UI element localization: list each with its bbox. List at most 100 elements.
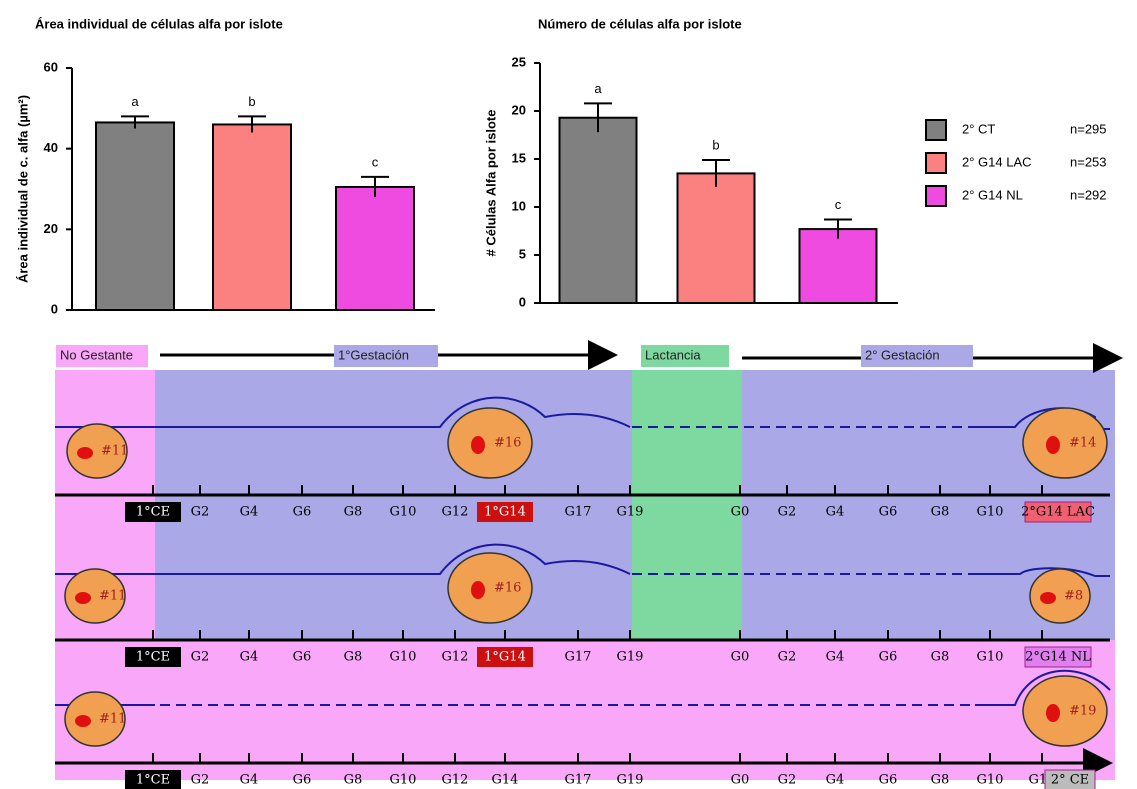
y-axis-label: # Células Alfa por islote: [483, 110, 498, 257]
y-tick-label: 0: [51, 301, 58, 316]
tick-label: G2: [778, 650, 797, 665]
significance-letter: c: [372, 154, 379, 169]
y-tick-label: 5: [519, 246, 526, 261]
tick-label: G4: [826, 650, 845, 665]
tick-label: G12: [442, 505, 469, 520]
y-axis-label: Área individual de c. alfa (µm²): [15, 95, 30, 283]
phase-label: 2° Gestación: [865, 347, 940, 362]
bar: [560, 118, 637, 303]
tick-label: G10: [390, 650, 417, 665]
tick-label: G17: [565, 505, 592, 520]
tick-label: G8: [344, 505, 363, 520]
alpha-cell: [471, 581, 485, 599]
tick-label: G2: [778, 505, 797, 520]
significance-letter: a: [131, 94, 139, 109]
tick-label: G8: [344, 650, 363, 665]
significance-letter: b: [712, 137, 719, 152]
legend-swatch: [926, 153, 946, 173]
islet-label: #11: [99, 589, 126, 604]
alpha-cell: [1046, 704, 1060, 722]
bar: [96, 122, 174, 310]
alpha-cell: [77, 447, 93, 459]
diagram-background: [55, 355, 1120, 780]
tick-label: G2: [191, 650, 210, 665]
tick-label: G12: [442, 650, 469, 665]
alpha-cell: [1046, 436, 1060, 454]
islet-label: #16: [494, 436, 521, 451]
y-tick-label: 25: [512, 54, 526, 69]
phase-label: 1°Gestación: [338, 347, 409, 362]
alpha-cell: [75, 592, 91, 604]
tick-label: G2: [191, 505, 210, 520]
islet-label: #14: [1069, 436, 1096, 451]
bar: [213, 124, 291, 310]
tick-label: G8: [931, 650, 950, 665]
bar: [678, 173, 755, 303]
legend-n: n=292: [1070, 187, 1107, 202]
alpha-cell: [1040, 592, 1056, 604]
legend-n: n=295: [1070, 121, 1107, 136]
significance-letter: b: [248, 94, 255, 109]
tick-label: G8: [344, 773, 363, 788]
legend-label: 2° G14 LAC: [962, 154, 1032, 169]
bar: [800, 229, 877, 303]
tick-label: G4: [240, 773, 259, 788]
bar: [336, 187, 414, 310]
tick-label: G19: [617, 773, 644, 788]
tick-label: 1°CE: [136, 773, 170, 788]
tick-label: G14: [492, 773, 519, 788]
tick-label: G4: [826, 505, 845, 520]
tick-label: G6: [293, 650, 312, 665]
y-tick-label: 40: [44, 140, 58, 155]
tick-label: G10: [977, 650, 1004, 665]
tick-label: G0: [731, 650, 750, 665]
y-tick-label: 20: [512, 102, 526, 117]
y-tick-label: 10: [512, 198, 526, 213]
islet-label: #11: [99, 712, 126, 727]
legend-label: 2° CT: [962, 121, 995, 136]
figure: Área individual de células alfa por islo…: [0, 0, 1137, 789]
y-tick-label: 15: [512, 150, 526, 165]
chart-title: Número de células alfa por islote: [538, 16, 742, 31]
tick-label: G6: [879, 773, 898, 788]
tick-label: 1°G14: [484, 650, 526, 665]
tick-label: G17: [565, 773, 592, 788]
tick-label: G19: [617, 650, 644, 665]
tick-label: G8: [931, 505, 950, 520]
legend-n: n=253: [1070, 154, 1107, 169]
tick-label: G0: [731, 773, 750, 788]
y-tick-label: 0: [519, 294, 526, 309]
phase-label: Lactancia: [645, 347, 701, 362]
tick-label: G0: [731, 505, 750, 520]
legend-swatch: [926, 186, 946, 206]
phase-label: No Gestante: [60, 347, 133, 362]
tick-label: G10: [390, 773, 417, 788]
tick-label: G4: [240, 505, 259, 520]
tick-label: 1°G14: [484, 505, 526, 520]
tick-label: G12: [442, 773, 469, 788]
significance-letter: a: [594, 81, 602, 96]
alpha-cell: [471, 436, 485, 454]
y-tick-label: 20: [44, 221, 58, 236]
tick-label: G2: [778, 773, 797, 788]
y-tick-label: 60: [44, 59, 58, 74]
tick-label: G6: [879, 505, 898, 520]
tick-label: G19: [617, 505, 644, 520]
tick-label: 1°CE: [136, 505, 170, 520]
tick-label: G2: [191, 773, 210, 788]
legend-swatch: [926, 120, 946, 140]
tick-label: G10: [977, 505, 1004, 520]
tick-label: G10: [390, 505, 417, 520]
tick-label: G6: [293, 505, 312, 520]
tick-label: G4: [826, 773, 845, 788]
tick-label: G6: [293, 773, 312, 788]
islet-label: #8: [1064, 589, 1083, 604]
islet-label: #16: [494, 581, 521, 596]
tick-label: 2°G14 LAC: [1021, 505, 1095, 520]
tick-label: 1°CE: [136, 650, 170, 665]
islet-label: #11: [101, 444, 128, 459]
chart-title: Área individual de células alfa por islo…: [35, 16, 283, 31]
islet-label: #19: [1069, 704, 1096, 719]
legend-label: 2° G14 NL: [962, 187, 1023, 202]
tick-label: 2° CE: [1051, 773, 1089, 788]
